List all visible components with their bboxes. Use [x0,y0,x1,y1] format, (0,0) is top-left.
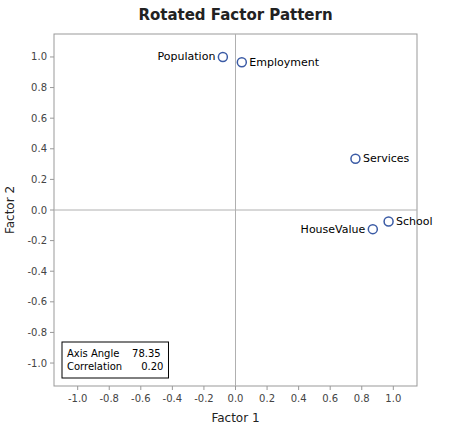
annotation: Axis Angle 78.35 [67,348,161,359]
axes: -1.0 -0.8 -0.6 -0.4 -0.2 0.0 0.2 0.4 0.6 0.8 1.0 -1… [27,51,401,404]
x-tick-label: 0.2 [259,393,275,404]
x-tick [298,386,299,390]
x-tick-label: 0.8 [354,393,370,404]
y-axis-label: Factor 2 [3,186,17,234]
y-tick-label: 0.6 [31,113,47,124]
y-tick-label: -0.8 [27,327,47,338]
y-tick-label: 0.2 [31,174,47,185]
point-label: School [396,215,433,228]
crosshair [54,34,417,386]
title: Rotated Factor Pattern [138,6,332,24]
chart: Rotated Factor Pattern -1.0 -0.8 -0.6 -0.4 -0… [0,0,459,430]
x-tick-label: -0.6 [131,393,151,404]
point [351,154,360,163]
point-label: HouseValue [301,223,366,236]
annotation: Correlation 0.20 [67,361,163,372]
point [368,225,377,234]
x-tick [267,386,268,390]
y-tick [50,332,54,333]
x-tick-label: 1.0 [385,393,401,404]
y-tick [50,148,54,149]
x-tick [203,386,204,390]
x-tick [361,386,362,390]
x-tick-label: -1.0 [68,393,88,404]
x-tick-label: 0.6 [322,393,338,404]
point-label: Population [158,50,216,63]
x-axis-label: Factor 1 [211,411,259,425]
y-tick [50,363,54,364]
y-tick [50,179,54,180]
x-tick-label: 0.0 [228,393,244,404]
x-tick [140,386,141,390]
x-tick-label: -0.4 [163,393,183,404]
y-tick-label: -1.0 [27,358,47,369]
y-tick-label: -0.6 [27,296,47,307]
x-tick [109,386,110,390]
x-tick [393,386,394,390]
y-tick-label: 0.4 [31,143,47,154]
y-tick [50,118,54,119]
x-tick [330,386,331,390]
plot-frame [54,34,417,386]
y-tick [50,240,54,241]
y-tick-label: 0.0 [31,205,47,216]
y-tick [50,271,54,272]
point-labels: Population Employment Services School HouseV… [158,50,433,235]
info-box: Axis Angle 78.35 Correlation 0.20 [62,342,168,378]
y-tick-label: 0.8 [31,82,47,93]
x-tick-label: -0.8 [99,393,119,404]
y-tick-label: -0.4 [27,266,47,277]
y-tick-label: 1.0 [31,51,47,62]
y-tick [50,87,54,88]
x-tick-label: -0.2 [194,393,214,404]
zero-line-v [235,34,236,386]
y-tick-label: -0.2 [27,235,47,246]
points [218,52,393,233]
point [384,217,393,226]
y-tick [50,56,54,57]
x-tick [235,386,236,390]
point [218,52,227,61]
point [237,58,246,67]
point-label: Employment [249,56,319,69]
x-tick-label: 0.4 [291,393,307,404]
x-tick [172,386,173,390]
y-tick [50,301,54,302]
y-tick [50,210,54,211]
info-box-frame [62,342,168,378]
point-label: Services [363,152,410,165]
x-tick [77,386,78,390]
